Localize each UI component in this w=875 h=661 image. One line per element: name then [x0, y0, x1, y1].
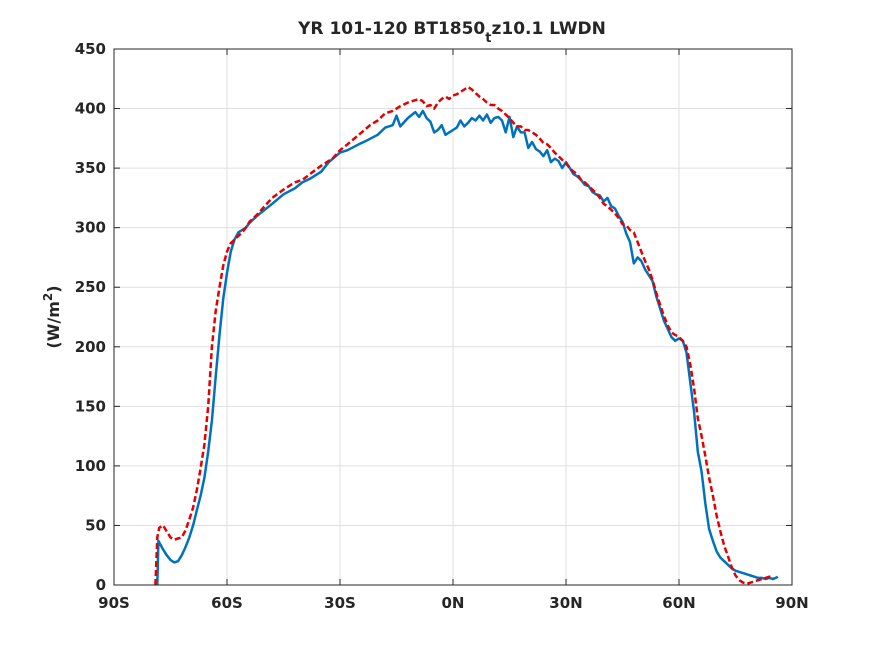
chart-title: YR 101-120 BT1850tz10.1 LWDN	[297, 19, 606, 46]
x-tick-label: 30S	[324, 594, 356, 612]
y-tick-label: 350	[75, 159, 106, 177]
y-axis-label-suffix: )	[44, 285, 63, 292]
x-tick-label: 60N	[662, 594, 695, 612]
y-axis-label: (W/m2)	[41, 285, 63, 348]
y-axis-label-superscript: 2	[41, 293, 55, 301]
y-tick-labels: 0 50 100 150 200 250 300 350 400 450	[75, 40, 106, 594]
y-tick-label: 200	[75, 338, 106, 356]
y-tick-label: 450	[75, 40, 106, 58]
series-line-2	[154, 85, 774, 586]
x-tick-label: 60S	[211, 594, 243, 612]
chart-title-suffix: z10.1 LWDN	[491, 19, 605, 39]
y-tick-label: 400	[75, 100, 106, 118]
chart-title-subscript: t	[485, 31, 491, 46]
y-axis-label-main: (W/m	[44, 301, 63, 348]
y-tick-label: 250	[75, 278, 106, 296]
x-tick-labels: 90S 60S 30S 0N 30N 60N 90N	[98, 594, 809, 612]
y-tick-label: 0	[96, 576, 106, 594]
y-tick-label: 150	[75, 397, 106, 415]
chart-title-main: YR 101-120 BT1850	[297, 19, 485, 39]
y-tick-label: 300	[75, 219, 106, 237]
x-tick-label: 0N	[442, 594, 465, 612]
axis-ticks	[113, 48, 793, 586]
x-tick-label: 90N	[775, 594, 808, 612]
y-tick-label: 100	[75, 457, 106, 475]
series-lines	[154, 85, 779, 586]
x-tick-label: 30N	[549, 594, 582, 612]
x-tick-label: 90S	[98, 594, 130, 612]
y-tick-label: 50	[85, 516, 106, 534]
